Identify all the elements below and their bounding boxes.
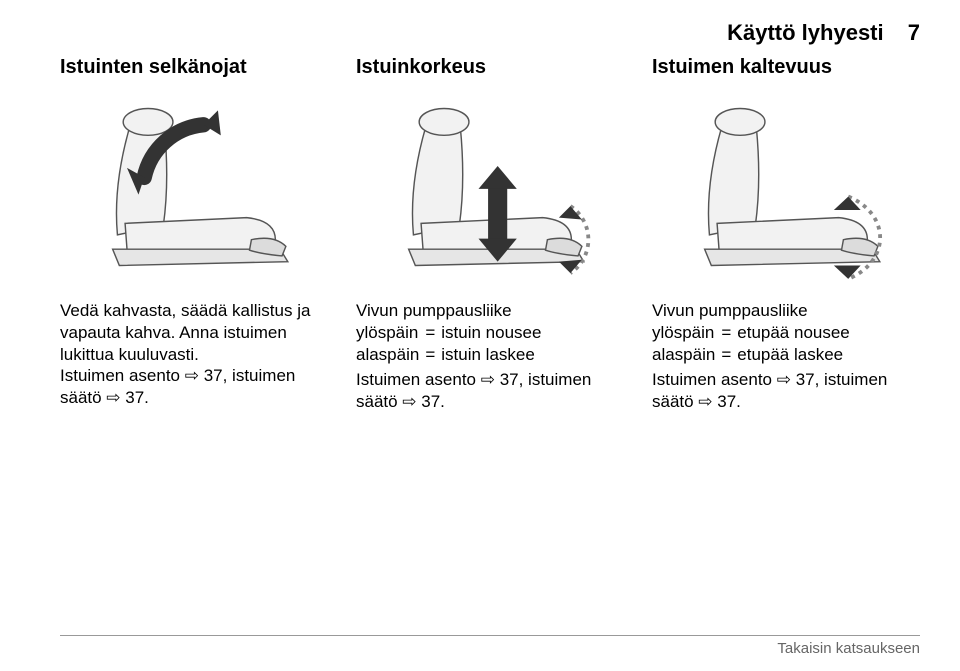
page-number: 7 bbox=[908, 20, 920, 46]
col3-row0-key: ylöspäin bbox=[652, 322, 715, 344]
manual-page: Käyttö lyhyesti 7 Istuinten selkänojat bbox=[0, 0, 960, 671]
seat-tilt-illustration bbox=[652, 87, 920, 287]
col2-row0-val: istuin nousee bbox=[441, 322, 624, 344]
col3-row0-val: etupää nousee bbox=[737, 322, 920, 344]
col2-row1-eq: = bbox=[425, 344, 435, 366]
col-height: Istuinkorkeus bbox=[356, 56, 624, 413]
col3-row1-val: etupää laskee bbox=[737, 344, 920, 366]
back-to-overview-link[interactable]: Takaisin katsaukseen bbox=[777, 640, 920, 657]
col2-defs: ylöspäin = istuin nousee alaspäin = istu… bbox=[356, 322, 624, 366]
col3-lead: Vivun pumppausliike bbox=[652, 300, 920, 322]
page-header: Käyttö lyhyesti 7 bbox=[60, 20, 920, 46]
col3-row0-eq: = bbox=[721, 322, 731, 344]
seat-backrest-illustration bbox=[60, 87, 328, 287]
col2-row1-key: alaspäin bbox=[356, 344, 419, 366]
col3-row1-key: alaspäin bbox=[652, 344, 715, 366]
col1-title: Istuinten selkänojat bbox=[60, 56, 328, 79]
col2-row0-eq: = bbox=[425, 322, 435, 344]
col3-ref: Istuimen asento ⇨ 37, istuimen säätö ⇨ 3… bbox=[652, 369, 920, 413]
col-tilt: Istuimen kaltevuus Vivun pumppausliike bbox=[652, 56, 920, 413]
col2-row0-key: ylöspäin bbox=[356, 322, 419, 344]
col2-lead: Vivun pumppausliike bbox=[356, 300, 624, 322]
col3-defs: ylöspäin = etupää nousee alaspäin = etup… bbox=[652, 322, 920, 366]
col-backrest: Istuinten selkänojat Vedä kahvasta, sääd… bbox=[60, 56, 328, 413]
col3-title: Istuimen kaltevuus bbox=[652, 56, 920, 79]
col1-text2: Istuimen asento ⇨ 37, istuimen säätö ⇨ 3… bbox=[60, 365, 328, 409]
col2-row1-val: istuin laskee bbox=[441, 344, 624, 366]
col2-ref: Istuimen asento ⇨ 37, istuimen säätö ⇨ 3… bbox=[356, 369, 624, 413]
col2-title: Istuinkorkeus bbox=[356, 56, 624, 79]
content-columns: Istuinten selkänojat Vedä kahvasta, sääd… bbox=[60, 56, 920, 413]
seat-height-illustration bbox=[356, 87, 624, 287]
col1-text1: Vedä kahvasta, säädä kallistus ja vapaut… bbox=[60, 300, 328, 365]
footer-bar: Takaisin katsaukseen bbox=[60, 635, 920, 657]
header-title: Käyttö lyhyesti bbox=[727, 20, 884, 45]
col3-row1-eq: = bbox=[721, 344, 731, 366]
